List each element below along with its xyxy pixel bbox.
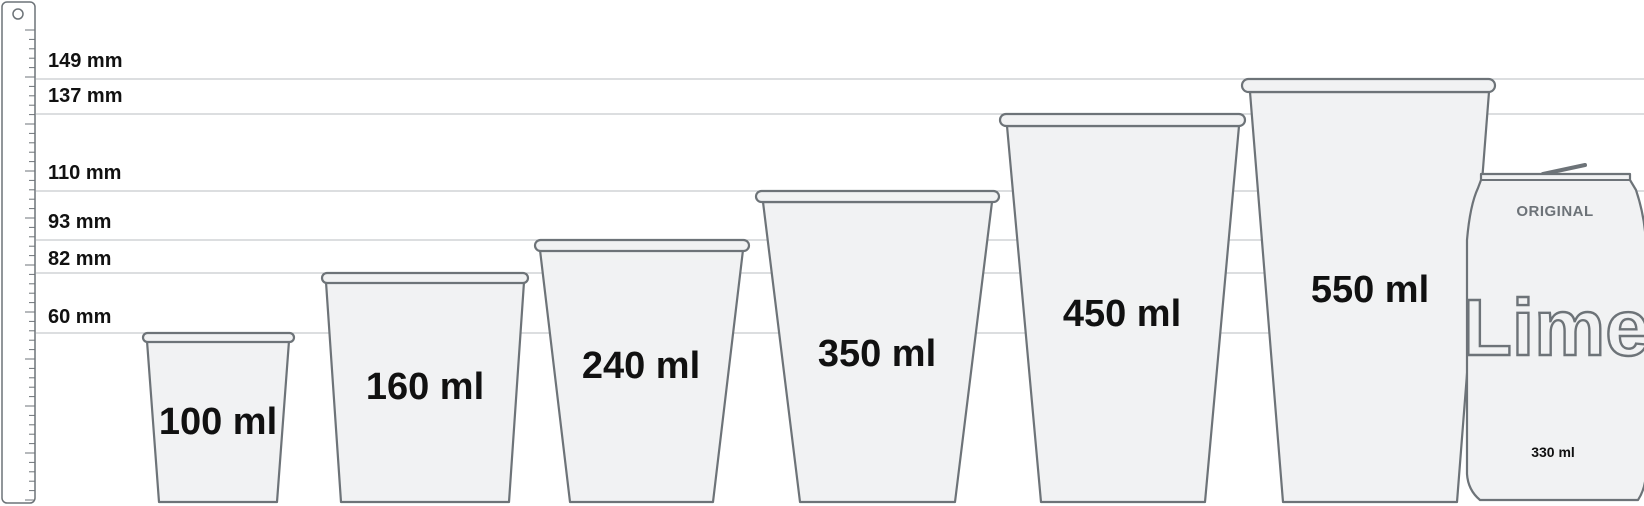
cup-550ml: 550 ml [1240,77,1497,504]
soda-can: ORIGINAL Lime 330 ml [1462,163,1644,502]
ruler-hole-icon [12,8,24,20]
ruler-body [1,1,36,504]
cup-volume-label: 550 ml [1311,269,1429,311]
cup-rim [998,112,1247,128]
height-label-149mm: 149 mm [48,50,123,72]
height-label-110mm: 110 mm [48,162,121,184]
cup-rim [533,238,751,253]
can-volume-label: 330 ml [1531,444,1575,460]
height-label-60mm: 60 mm [48,306,111,328]
cup-160ml: 160 ml [320,271,530,504]
height-label-137mm: 137 mm [48,85,123,107]
cup-240ml: 240 ml [533,238,751,504]
cup-volume-label: 160 ml [366,366,484,408]
height-labels: 149 mm 137 mm 110 mm 93 mm 82 mm 60 mm [48,50,123,328]
can-brand-label: ORIGINAL [1516,203,1593,220]
height-label-93mm: 93 mm [48,211,111,233]
cup-100ml: 100 ml [141,331,296,504]
height-label-82mm: 82 mm [48,248,111,270]
ruler-ticks [25,29,35,501]
cup-volume-label: 450 ml [1063,293,1181,335]
cup-rim [754,189,1001,204]
can-pull-tab [1541,163,1587,176]
cup-volume-label: 100 ml [159,401,277,443]
cup-450ml: 450 ml [998,112,1247,504]
cup-volume-label: 240 ml [582,345,700,387]
cup-350ml: 350 ml [754,189,1001,504]
cup-volume-label: 350 ml [818,333,936,375]
cup-rim [320,271,530,285]
can-logo-text: Lime [1463,283,1644,372]
cup-rim [141,331,296,344]
ruler [1,1,36,504]
cup-rim [1240,77,1497,94]
